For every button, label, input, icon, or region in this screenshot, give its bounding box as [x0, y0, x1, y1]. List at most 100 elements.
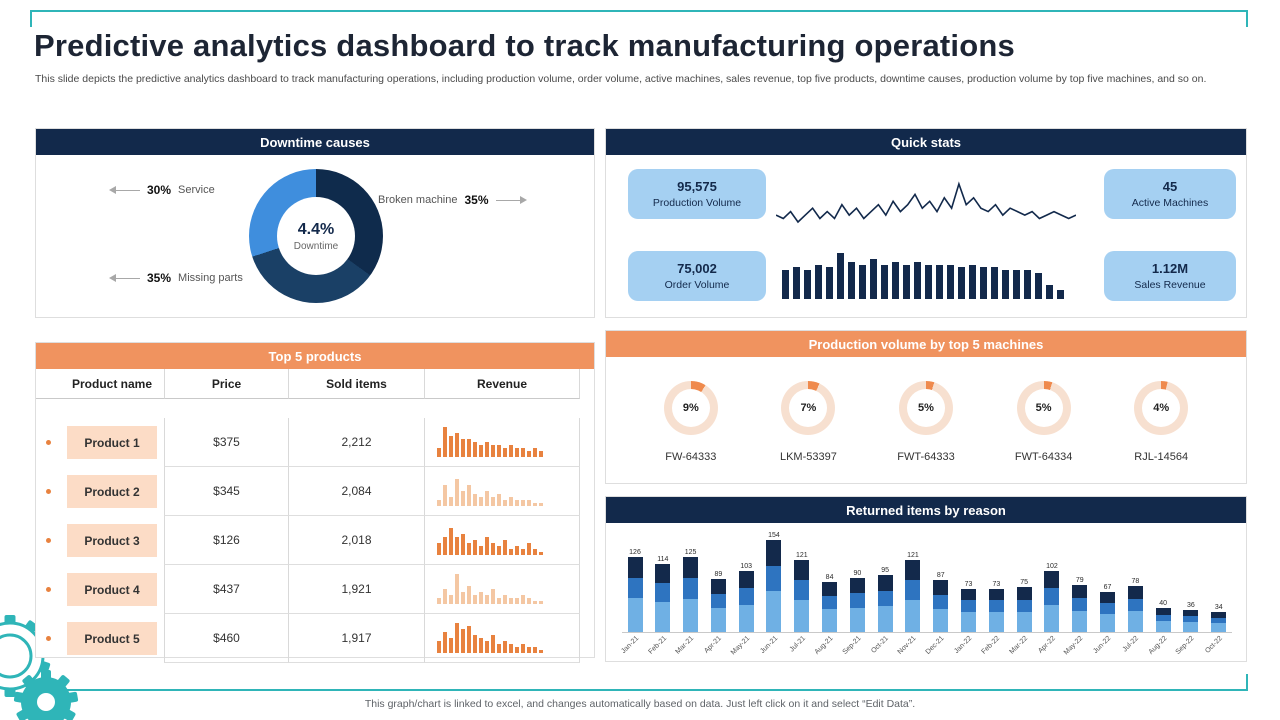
- mini-bar: [969, 264, 976, 299]
- mini-bar: [859, 264, 866, 299]
- mini-bar: [980, 267, 987, 299]
- downtime-center-label: Downtime: [293, 240, 339, 252]
- machine-label: RJL-14564: [1134, 451, 1189, 463]
- frame-tick-top-left: [30, 10, 32, 27]
- machine-donut-chart: 7%: [781, 381, 836, 435]
- bar-total-label: 121: [907, 551, 919, 559]
- products-table[interactable]: Product name Price Sold items Revenue Pr…: [36, 369, 592, 663]
- mini-bar: [1046, 284, 1053, 299]
- machine-label: FWT-64333: [897, 451, 955, 463]
- x-axis-label: Apr-21: [703, 635, 724, 655]
- mini-bar: [793, 267, 800, 299]
- bar-total-label: 87: [936, 572, 945, 580]
- machine-gauge[interactable]: 5% FWT-64334: [992, 381, 1096, 463]
- stacked-bar: 75 Mar-22: [1008, 579, 1037, 656]
- stacked-bar: 79 May-22: [1063, 576, 1093, 656]
- x-axis-label: Oct-22: [1203, 635, 1224, 655]
- downtime-donut-chart[interactable]: 4.4% Downtime: [249, 169, 383, 303]
- machine-gauge[interactable]: 5% FWT-64333: [874, 381, 978, 463]
- machines-panel: Production volume by top 5 machines 9% FW…: [605, 330, 1247, 484]
- stacked-bar: 102 Apr-22: [1037, 563, 1065, 655]
- bar-total-label: 40: [1159, 600, 1168, 608]
- quick-stats-panel: Quick stats 95,575 Production Volume 45 …: [605, 128, 1247, 318]
- mini-bar: [947, 264, 954, 299]
- returned-items-chart[interactable]: 126 Jan-21 114 Feb-21 125 Mar-21 89 Apr-21 103 Ma…: [620, 531, 1232, 656]
- bar-total-label: 36: [1187, 602, 1195, 610]
- mini-bar: [991, 267, 998, 299]
- x-axis-label: Mar-22: [1008, 635, 1030, 656]
- x-axis-label: Feb-21: [647, 635, 668, 656]
- mini-bar: [837, 253, 844, 299]
- stacked-bar: 73 Jan-22: [953, 581, 982, 655]
- downtime-header: Downtime causes: [36, 129, 594, 155]
- bullet-icon: [45, 587, 51, 592]
- broken-machine-pct: 35%: [464, 193, 489, 207]
- frame-tick-bottom-right: [1246, 674, 1248, 691]
- stat-label: Production Volume: [652, 197, 742, 209]
- product-name-cell[interactable]: Product 1: [67, 426, 157, 459]
- arrow-right-icon: [495, 195, 527, 204]
- stacked-bar: 154 Jun-21: [759, 532, 787, 655]
- sold-items-cell: 2,212: [288, 418, 424, 467]
- stacked-bar: 125 Mar-21: [675, 549, 704, 656]
- product-name-cell[interactable]: Product 4: [67, 573, 157, 606]
- arrow-left-icon: [109, 185, 140, 194]
- mini-bar: [815, 264, 822, 299]
- product-name-cell[interactable]: Product 3: [67, 524, 157, 557]
- machine-donut-chart: 5%: [1016, 381, 1071, 435]
- stacked-bar: 87 Dec-21: [925, 572, 954, 656]
- callout-broken-machine: Broken machine 35%: [378, 193, 527, 207]
- mini-bar: [892, 261, 899, 299]
- revenue-spark-chart[interactable]: [424, 614, 580, 663]
- mini-bar: [782, 270, 789, 299]
- product-name-cell[interactable]: Product 2: [67, 475, 157, 508]
- price-cell: $375: [164, 418, 288, 467]
- stat-label: Sales Revenue: [1134, 279, 1206, 291]
- bar-total-label: 34: [1214, 603, 1223, 611]
- x-axis-label: Jun-22: [1092, 635, 1113, 656]
- machine-gauge[interactable]: 9% FW-64333: [639, 381, 743, 463]
- production-volume-sparkline[interactable]: [776, 177, 1076, 227]
- bar-total-label: 121: [795, 551, 808, 559]
- downtime-center-value: 4.4%: [297, 220, 335, 238]
- machine-gauge[interactable]: 7% LKM-53397: [756, 381, 860, 463]
- revenue-spark-chart[interactable]: [424, 565, 580, 614]
- sold-items-cell: 1,917: [288, 614, 424, 663]
- order-volume-sparkline[interactable]: [782, 253, 1070, 299]
- returned-items-header: Returned items by reason: [606, 497, 1246, 523]
- mini-bar: [826, 267, 833, 299]
- gear-decoration: [0, 615, 79, 720]
- price-cell: $437: [164, 565, 288, 614]
- stacked-bar: 95 Oct-21: [870, 567, 898, 655]
- footer-note: This graph/chart is linked to excel, and…: [364, 698, 916, 710]
- mini-bar: [958, 267, 965, 299]
- stat-value: 45: [1162, 179, 1178, 194]
- machine-pct: 4%: [1153, 402, 1170, 414]
- machine-donut-chart: 4%: [1134, 381, 1189, 435]
- machine-label: LKM-53397: [779, 451, 837, 463]
- machine-gauge[interactable]: 4% RJL-14564: [1109, 381, 1213, 463]
- price-cell: $345: [164, 467, 288, 516]
- bar-total-label: 154: [768, 532, 780, 540]
- stacked-bar: 121 Jul-21: [788, 551, 815, 653]
- bar-total-label: 125: [684, 549, 697, 557]
- bar-total-label: 114: [657, 555, 669, 563]
- machines-header: Production volume by top 5 machines: [606, 331, 1246, 357]
- machine-pct: 9%: [682, 402, 699, 414]
- revenue-spark-chart[interactable]: [424, 418, 580, 467]
- bar-total-label: 73: [992, 580, 1001, 588]
- bar-total-label: 95: [881, 567, 890, 575]
- callout-missing-parts: 35% Missing parts: [109, 271, 243, 285]
- price-cell: $126: [164, 516, 288, 565]
- bar-total-label: 79: [1075, 576, 1084, 584]
- product-name-cell[interactable]: Product 5: [67, 622, 157, 655]
- stacked-bar: 67 Jun-22: [1092, 584, 1121, 655]
- bar-total-label: 75: [1020, 579, 1029, 587]
- bullet-icon: [45, 636, 51, 641]
- revenue-spark-chart[interactable]: [424, 467, 580, 516]
- revenue-spark-chart[interactable]: [424, 516, 580, 565]
- mini-bar: [870, 258, 877, 299]
- bar-total-label: 103: [740, 562, 753, 570]
- machine-pct: 5%: [918, 402, 934, 414]
